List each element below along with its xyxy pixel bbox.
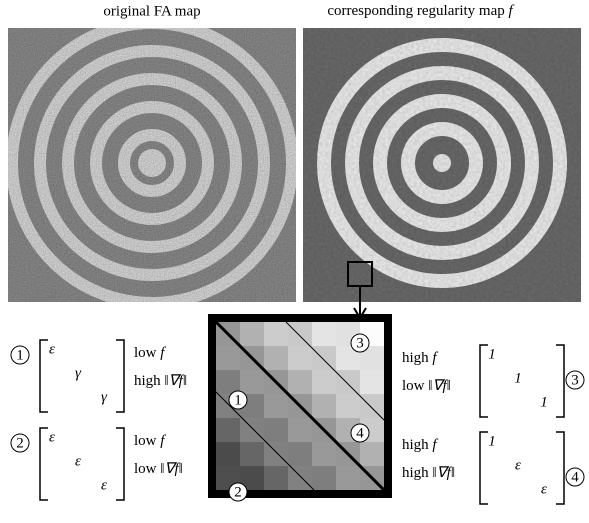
zoom-cell <box>288 418 313 443</box>
level: high <box>134 373 161 389</box>
condition: low ‖∇f‖ <box>134 461 183 477</box>
level: low <box>402 378 425 394</box>
zoom-cell <box>288 322 313 347</box>
level: low <box>134 433 157 449</box>
zoom-cell <box>288 442 313 467</box>
quantity: ‖∇f‖ <box>160 461 183 477</box>
quantity: ‖∇f‖ <box>428 378 451 394</box>
zoom-cell <box>216 442 241 467</box>
matrix-entry: 1 <box>488 433 496 449</box>
marker: 3 <box>356 335 364 351</box>
condition: low ‖∇f‖ <box>402 378 451 394</box>
marker: 4 <box>356 425 364 441</box>
condition: high f <box>402 437 438 453</box>
figure: original FA map corresponding regularity… <box>0 0 589 523</box>
zoom-cell <box>312 442 337 467</box>
zoom-cell <box>312 394 337 419</box>
zoom-cell <box>312 322 337 347</box>
bracket <box>556 345 564 417</box>
bracket <box>40 340 48 412</box>
zoom-cell <box>312 466 337 491</box>
condition: high f <box>402 350 438 366</box>
condition: low f <box>134 433 166 449</box>
zoom-cell <box>240 418 265 443</box>
zoom-cell <box>264 466 289 491</box>
zoom-cell <box>336 394 361 419</box>
zoom-panel: 1 2 3 4 <box>212 318 388 501</box>
bracket <box>40 428 48 500</box>
zoom-cell <box>240 442 265 467</box>
matrix-entry: ε <box>75 453 81 469</box>
matrix-entry: ε <box>541 481 547 497</box>
marker: 3 <box>571 372 579 388</box>
zoom-cell <box>216 418 241 443</box>
zoom-cell <box>288 466 313 491</box>
quantity: f <box>160 433 166 449</box>
zoom-cell <box>288 346 313 371</box>
zoom-cell <box>264 394 289 419</box>
bracket <box>480 345 488 417</box>
quantity: ‖∇f‖ <box>164 373 187 389</box>
fa-map <box>8 23 296 303</box>
level: high <box>402 437 429 453</box>
condition: high ‖∇f‖ <box>402 465 455 481</box>
zoom-cell <box>240 322 265 347</box>
right-title-symbol: f <box>509 3 515 19</box>
zoom-cell <box>216 346 241 371</box>
matrix-entry: ε <box>515 457 521 473</box>
zoom-cell <box>312 370 337 395</box>
marker: 2 <box>16 435 24 451</box>
zoom-cell <box>264 418 289 443</box>
level: low <box>134 345 157 361</box>
marker: 1 <box>16 347 24 363</box>
ring <box>144 155 160 171</box>
zoom-cell <box>264 322 289 347</box>
right-title-text: corresponding regularity map <box>327 3 504 19</box>
marker: 4 <box>571 469 579 485</box>
zoom-cell <box>360 394 385 419</box>
bracket <box>116 428 124 500</box>
bracket <box>480 432 488 504</box>
zoom-cell <box>288 370 313 395</box>
bracket <box>556 432 564 504</box>
level: high <box>402 350 429 366</box>
matrix-entry: 1 <box>540 394 548 410</box>
quantity: f <box>432 350 438 366</box>
level: high <box>402 465 429 481</box>
condition: high ‖∇f‖ <box>134 373 187 389</box>
marker: 1 <box>234 392 242 408</box>
matrix-entry: 1 <box>514 370 522 386</box>
zoom-cell <box>264 442 289 467</box>
right-title: corresponding regularity map f <box>327 3 514 19</box>
zoom-cell <box>264 346 289 371</box>
matrix-entry: ε <box>49 429 55 445</box>
regularity-map <box>303 28 581 302</box>
level: low <box>134 461 157 477</box>
zoom-cell <box>336 370 361 395</box>
zoom-cell <box>360 442 385 467</box>
ring <box>433 154 451 172</box>
quantity: ‖∇f‖ <box>432 465 455 481</box>
quantity: f <box>432 437 438 453</box>
matrix-entry: ε <box>101 477 107 493</box>
marker: 2 <box>234 484 242 500</box>
condition: low f <box>134 345 166 361</box>
zoom-cell <box>240 370 265 395</box>
matrix-entry: γ <box>75 365 82 381</box>
matrix-entry: 1 <box>488 346 496 362</box>
quantity: f <box>160 345 166 361</box>
matrix-entry: γ <box>101 389 108 405</box>
zoom-cell <box>312 346 337 371</box>
zoom-cell <box>336 466 361 491</box>
left-title: original FA map <box>103 3 200 19</box>
bracket <box>116 340 124 412</box>
matrix-entry: ε <box>49 341 55 357</box>
zoom-cell <box>360 370 385 395</box>
